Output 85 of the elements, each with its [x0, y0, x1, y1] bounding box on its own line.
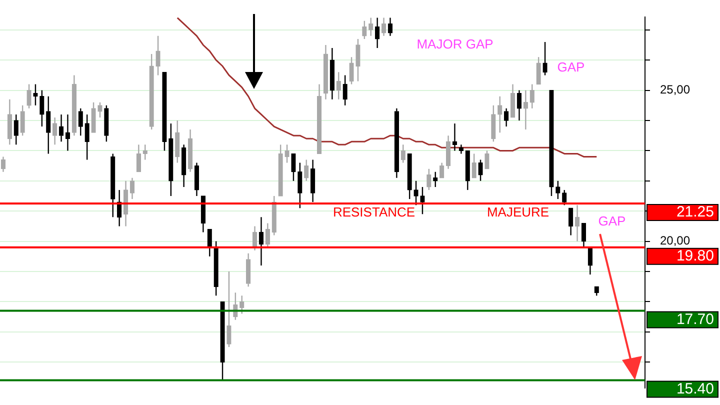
candlestick — [65, 114, 70, 152]
candlestick — [556, 180, 560, 200]
candlestick — [175, 120, 180, 164]
candlestick — [516, 90, 522, 122]
ref-line-label: 21.25 — [676, 204, 714, 221]
candlestick — [574, 204, 580, 242]
candlestick — [252, 226, 258, 251]
candlestick — [194, 162, 200, 197]
candlestick — [388, 17, 393, 37]
candlestick — [336, 72, 341, 100]
candlestick — [130, 177, 135, 200]
candlestick — [258, 216, 264, 266]
candlestick — [310, 159, 316, 203]
candlestick — [72, 74, 77, 136]
annotation: GAP — [557, 60, 585, 75]
candlestick — [110, 153, 116, 218]
candlestick — [330, 47, 335, 100]
y-tick-label: 20,00 — [660, 234, 690, 248]
candlestick — [381, 17, 386, 37]
candlestick — [472, 153, 476, 178]
annotation: GAP — [598, 214, 626, 229]
candlestick — [52, 116, 58, 146]
candlestick — [426, 168, 432, 191]
candlestick — [510, 84, 516, 118]
candlestick — [400, 144, 406, 164]
candlestick — [98, 102, 102, 118]
candlestick — [414, 180, 418, 206]
candlestick — [214, 240, 218, 296]
annotation: MAJEURE — [486, 204, 550, 220]
candlestick — [284, 144, 290, 164]
candlestick — [420, 186, 425, 215]
candlestick — [374, 17, 380, 49]
candlestick — [188, 128, 193, 172]
candlestick — [278, 144, 283, 196]
annotation: RESISTANCE — [332, 204, 416, 220]
candlestick — [568, 208, 574, 236]
candlestick — [478, 159, 483, 182]
candlestick — [498, 96, 502, 134]
candlestick — [291, 153, 296, 182]
candlestick — [136, 144, 142, 172]
candlestick — [368, 17, 374, 37]
candlestick — [58, 114, 64, 142]
candlestick — [181, 144, 186, 188]
candlestick — [226, 270, 232, 348]
candlestick — [46, 96, 51, 154]
candlestick — [0, 156, 6, 172]
candlestick — [20, 104, 25, 136]
candlestick — [265, 222, 270, 248]
candlestick — [156, 35, 160, 76]
candlestick — [168, 122, 174, 197]
candlestick — [240, 295, 244, 314]
candlestick — [220, 301, 225, 381]
candlestick — [491, 104, 496, 142]
candlestick — [542, 41, 548, 76]
candlestick — [149, 53, 154, 130]
ref-line-label: 17.70 — [676, 310, 714, 328]
candlestick — [207, 228, 212, 258]
candlestick — [104, 104, 109, 142]
candlestick — [316, 84, 322, 154]
ref-line-label: 19.80 — [676, 247, 714, 264]
y-tick-label: 25,00 — [660, 82, 690, 97]
ref-line-label: 15.40 — [676, 380, 714, 398]
annotation: MAJOR GAP — [416, 36, 494, 52]
candlestick — [7, 98, 12, 146]
candlestick — [323, 44, 328, 100]
candlestick — [504, 108, 509, 128]
candlestick — [446, 135, 451, 170]
candlestick — [349, 56, 354, 85]
candlestick — [523, 90, 528, 130]
candlestick — [439, 162, 444, 178]
candlestick — [304, 159, 309, 182]
candlestick — [581, 222, 586, 248]
candlestick — [84, 114, 90, 160]
candlestick — [246, 252, 251, 288]
candlestick — [78, 108, 83, 136]
candlestick — [394, 108, 400, 178]
candlestick — [342, 74, 348, 106]
candlestick — [40, 90, 44, 128]
candlestick — [33, 84, 38, 106]
candlestick — [356, 38, 360, 82]
candlestick — [298, 162, 302, 209]
candlestick — [14, 114, 18, 146]
candlestick — [362, 20, 367, 40]
candlestick — [26, 84, 32, 110]
candlestick — [530, 84, 534, 110]
